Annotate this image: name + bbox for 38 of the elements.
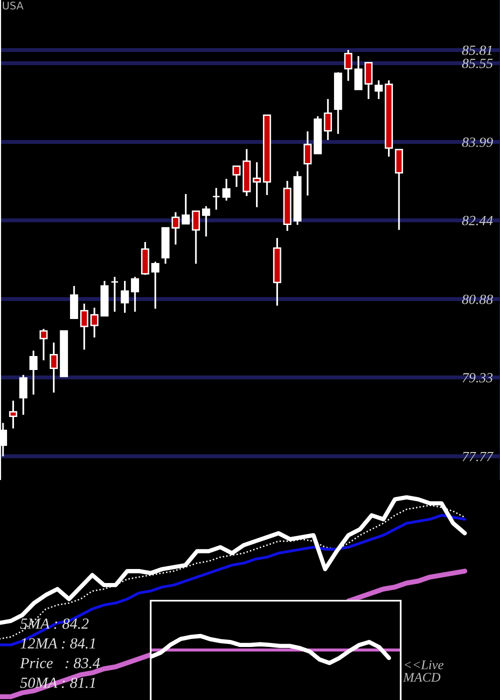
candlestick [110, 276, 119, 313]
candlestick [70, 285, 78, 320]
candlestick [202, 205, 210, 238]
y-tick-label: 85.81 [462, 46, 492, 56]
candlestick [130, 276, 140, 313]
candlestick [374, 80, 383, 100]
candlestick [324, 98, 332, 141]
candlestick [29, 350, 38, 396]
y-tick-label: 77.77 [462, 452, 494, 462]
candlestick [40, 328, 48, 362]
candlestick [222, 178, 230, 202]
candlestick [120, 280, 129, 314]
y-tick-label: 80.88 [462, 294, 493, 304]
annotation: 12MA : 84.1 [20, 638, 95, 649]
candlestick [151, 260, 160, 310]
candlestick [354, 55, 362, 90]
candlestick [90, 306, 98, 338]
candlestick [232, 165, 241, 188]
y-tick-label: 85.55 [462, 58, 493, 68]
candlestick [212, 187, 220, 211]
y-tick-label: 82.44 [462, 216, 493, 226]
candlestick [50, 342, 58, 394]
candlestick [304, 130, 312, 196]
candlestick [252, 161, 261, 208]
candlestick [9, 400, 18, 430]
y-tick-label: 79.33 [462, 373, 493, 382]
candlestick [364, 62, 373, 100]
candlestick [182, 193, 190, 225]
candlestick [344, 49, 352, 82]
candlestick [192, 210, 200, 265]
candlestick [19, 374, 28, 416]
candlestick [80, 302, 88, 350]
chart-title: USA [2, 2, 24, 10]
annotation: <<Live MACD [403, 660, 444, 682]
candlestick [394, 148, 404, 231]
candlestick [172, 211, 180, 246]
annotation: Price : 83.4 [20, 658, 100, 668]
y-tick-label: 83.99 [462, 138, 493, 147]
